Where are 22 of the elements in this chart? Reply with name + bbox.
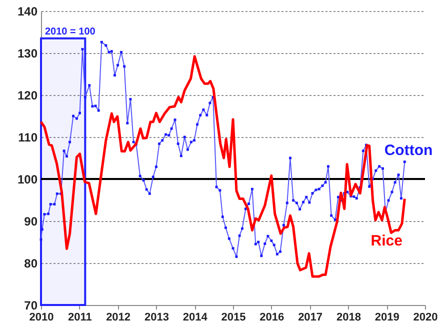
x-tick-label: 2010 bbox=[29, 312, 54, 324]
y-tick-label: 140 bbox=[17, 4, 38, 18]
x-tick-label: 2011 bbox=[68, 312, 92, 324]
x-tick-label: 2016 bbox=[260, 312, 284, 324]
x-tick-label: 2020 bbox=[413, 312, 438, 324]
y-tick-label: 90 bbox=[24, 214, 38, 228]
x-tick-label: 2012 bbox=[106, 312, 131, 324]
y-tick-label: 120 bbox=[17, 88, 38, 102]
band-label: 2010 = 100 bbox=[45, 26, 96, 38]
x-tick-label: 2017 bbox=[298, 312, 323, 324]
x-tick-label: 2013 bbox=[144, 312, 169, 324]
x-tick-label: 2014 bbox=[182, 312, 208, 324]
y-tick-label: 110 bbox=[18, 130, 38, 144]
y-tick-label: 70 bbox=[24, 298, 38, 312]
x-tick-label: 2018 bbox=[336, 312, 361, 324]
y-tick-label: 130 bbox=[17, 46, 38, 60]
x-tick-label: 2015 bbox=[221, 312, 246, 324]
x-tick-label: 2019 bbox=[374, 312, 400, 324]
series-label: Rice bbox=[370, 232, 402, 250]
series-label: Cotton bbox=[384, 142, 433, 159]
y-tick-label: 80 bbox=[24, 256, 38, 270]
y-tick-label: 100 bbox=[17, 172, 38, 186]
